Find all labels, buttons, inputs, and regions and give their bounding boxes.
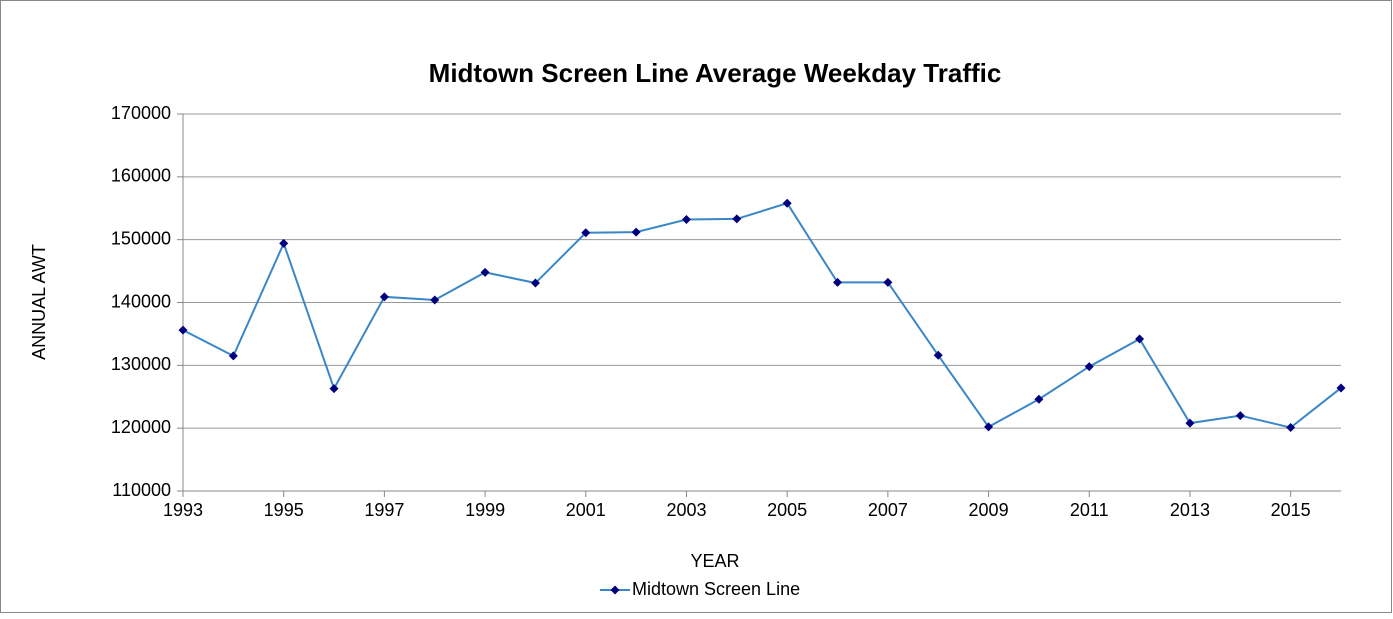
data-point	[1286, 423, 1296, 433]
legend-marker	[610, 585, 620, 595]
data-point	[1185, 418, 1195, 428]
data-point	[430, 295, 440, 305]
y-tick-label: 140000	[111, 291, 171, 311]
y-tick-label: 160000	[111, 166, 171, 186]
x-tick-label: 1995	[264, 500, 304, 520]
data-point	[631, 227, 641, 237]
data-point	[1336, 383, 1346, 393]
data-point	[833, 277, 843, 287]
data-point	[178, 325, 188, 335]
data-point	[1034, 394, 1044, 404]
y-tick-label: 150000	[111, 228, 171, 248]
data-point	[933, 350, 943, 360]
x-tick-label: 2013	[1170, 500, 1210, 520]
data-point	[581, 228, 591, 238]
data-point	[732, 214, 742, 224]
y-tick-label: 170000	[111, 103, 171, 123]
x-axis-label: YEAR	[690, 551, 739, 571]
data-point	[883, 277, 893, 287]
data-point	[530, 278, 540, 288]
x-tick-label: 2009	[969, 500, 1009, 520]
y-tick-label: 120000	[111, 417, 171, 437]
x-tick-label: 1993	[163, 500, 203, 520]
x-tick-label: 1997	[364, 500, 404, 520]
data-point	[782, 198, 792, 208]
data-point	[279, 238, 289, 248]
x-tick-label: 1999	[465, 500, 505, 520]
x-tick-label: 2001	[566, 500, 606, 520]
data-point	[1135, 334, 1145, 344]
data-point	[681, 215, 691, 225]
y-axis-label: ANNUAL AWT	[29, 244, 49, 360]
chart-title: Midtown Screen Line Average Weekday Traf…	[429, 58, 1002, 88]
y-tick-label: 110000	[112, 480, 171, 500]
data-point	[379, 292, 389, 302]
y-tick-label: 130000	[111, 354, 171, 374]
x-tick-label: 2011	[1070, 500, 1109, 520]
data-point	[984, 422, 994, 432]
x-tick-label: 2015	[1271, 500, 1311, 520]
x-tick-label: 2003	[666, 500, 706, 520]
data-point	[329, 384, 339, 394]
data-point	[228, 351, 238, 361]
data-point	[1084, 362, 1094, 372]
data-point	[1235, 411, 1245, 421]
x-tick-label: 2005	[767, 500, 807, 520]
series-line	[182, 202, 1342, 429]
legend-label: Midtown Screen Line	[632, 579, 800, 599]
x-tick-label: 2007	[868, 500, 908, 520]
data-point	[480, 267, 490, 277]
